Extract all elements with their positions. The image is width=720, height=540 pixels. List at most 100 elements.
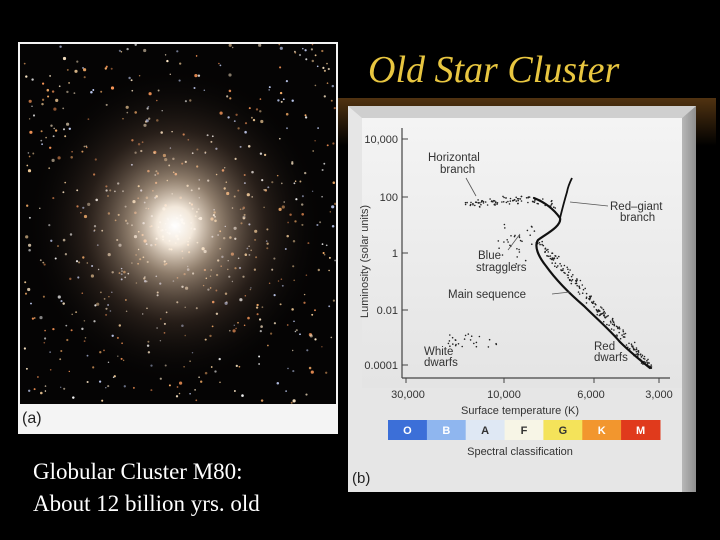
hr-star-dot — [615, 325, 618, 328]
hr-star-dot — [454, 339, 457, 341]
hr-star-dot — [581, 284, 584, 286]
star-dot — [24, 292, 28, 295]
hr-star-dot — [464, 201, 467, 204]
hr-star-dot — [518, 236, 521, 239]
star-dot — [112, 376, 115, 379]
hr-star-dot — [530, 225, 533, 228]
hr-star-dot — [612, 320, 614, 322]
hr-star-dot — [472, 204, 474, 206]
star-dot — [53, 107, 57, 111]
hr-star-dot — [470, 335, 473, 337]
star-dot — [314, 54, 317, 57]
cluster-photo-panel: (a) — [18, 42, 338, 434]
hr-star-dot — [569, 269, 571, 271]
hr-star-dot — [613, 329, 615, 331]
hr-star-dot — [567, 271, 570, 274]
star-dot — [27, 169, 32, 173]
hr-star-dot — [539, 243, 541, 246]
star-dot — [323, 95, 326, 98]
hr-star-dot — [527, 201, 529, 204]
hr-star-dot — [502, 201, 505, 203]
star-dot — [311, 59, 315, 63]
star-dot — [51, 90, 55, 93]
hr-star-dot — [631, 346, 634, 348]
hr-star-dot — [497, 240, 500, 242]
hr-star-dot — [501, 201, 503, 203]
globular-cluster-photo — [20, 44, 336, 404]
hr-star-dot — [554, 255, 556, 257]
hr-star-dot — [517, 202, 519, 205]
hr-star-dot — [576, 279, 578, 281]
diagram-annotations: Horizontal branch Red–giant branch Blue … — [424, 152, 663, 369]
spectral-class-letter: A — [481, 425, 489, 437]
star-dot — [330, 336, 333, 339]
hr-star-dot — [502, 195, 504, 198]
hr-star-dot — [571, 278, 574, 281]
hr-star-dot — [570, 275, 573, 278]
hr-star-dot — [572, 274, 574, 276]
star-dot — [62, 107, 65, 110]
star-dot — [50, 124, 53, 127]
star-dot — [314, 84, 317, 87]
hr-star-dot — [611, 317, 614, 320]
hr-star-dot — [563, 264, 566, 267]
annotation-red-dwarfs: Red — [594, 341, 615, 353]
star-dot — [150, 389, 153, 392]
hr-star-dot — [533, 201, 536, 204]
star-dot — [279, 66, 282, 69]
star-dot — [134, 44, 137, 47]
spectral-class-swatch — [465, 420, 506, 440]
hr-star-dot — [478, 335, 481, 338]
spectral-class-swatch — [426, 420, 467, 440]
star-dot — [40, 139, 43, 142]
hr-star-dot — [542, 198, 544, 200]
star-dot — [74, 69, 78, 73]
star-dot — [53, 127, 56, 130]
hr-star-dot — [578, 293, 581, 295]
star-dot — [298, 53, 302, 57]
star-dot — [330, 99, 333, 102]
hr-star-dot — [613, 323, 616, 325]
spectral-class-letter: M — [636, 425, 645, 437]
star-dot — [310, 48, 313, 51]
hr-star-dot — [503, 223, 506, 226]
hr-star-dot — [645, 361, 647, 364]
star-dot — [228, 44, 232, 47]
hr-star-dot — [630, 343, 633, 345]
hr-star-dot — [492, 201, 494, 203]
hr-star-dot — [510, 235, 512, 237]
hr-star-dot — [475, 345, 478, 348]
hr-star-dot — [508, 203, 511, 205]
hr-star-dot — [593, 306, 595, 308]
hr-star-dot — [525, 197, 528, 199]
hr-star-dot — [479, 206, 481, 208]
hr-star-dot — [451, 336, 454, 339]
star-dot — [310, 370, 314, 374]
hr-diagram: 10,000 100 1 0.01 0.0001 Luminosity (sol… — [348, 106, 696, 492]
hr-star-dot — [616, 326, 619, 328]
star-dot — [30, 302, 32, 305]
star-dot — [277, 99, 280, 102]
hr-star-dot — [574, 282, 577, 285]
hr-star-dot — [604, 312, 606, 314]
annotation-red-giant-branch: branch — [620, 212, 655, 224]
hr-star-dot — [578, 287, 581, 289]
star-dot — [332, 142, 335, 145]
star-dot — [66, 338, 69, 342]
hr-star-dot — [495, 343, 498, 346]
star-dot — [323, 69, 326, 72]
star-dot — [40, 391, 43, 395]
hr-star-dot — [546, 255, 549, 257]
star-dot — [44, 329, 46, 332]
spectral-class-letter: O — [403, 425, 412, 437]
star-dot — [31, 317, 34, 320]
star-dot — [292, 399, 296, 403]
star-dot — [314, 309, 316, 312]
hr-star-dot — [616, 334, 618, 336]
star-dot — [120, 50, 123, 53]
hr-star-dot — [560, 269, 562, 271]
star-dot — [107, 385, 110, 388]
star-dot — [291, 349, 294, 352]
hr-star-dot — [474, 204, 476, 207]
